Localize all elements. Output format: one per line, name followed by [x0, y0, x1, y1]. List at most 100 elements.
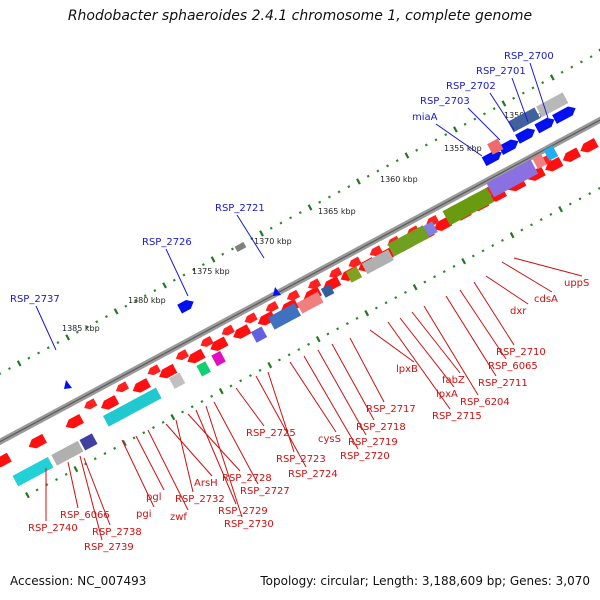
reverse-gene-label[interactable]: RSP_2724 — [288, 469, 338, 480]
gene-feature-cyan[interactable] — [12, 456, 54, 487]
reverse-gene-arrow[interactable] — [265, 301, 279, 312]
reverse-gene-arrow[interactable] — [65, 414, 84, 429]
reverse-gene-label[interactable]: RSP_6066 — [60, 510, 110, 521]
gene-feature-olive[interactable] — [387, 225, 430, 257]
reverse-gene-label[interactable]: RSP_6204 — [460, 397, 510, 408]
reverse-gene-arrow[interactable] — [545, 156, 564, 172]
reverse-gene-label[interactable]: dxr — [510, 306, 527, 317]
forward-gene-label[interactable]: RSP_2737 — [10, 294, 60, 305]
reverse-gene-arrow[interactable] — [580, 138, 599, 153]
reverse-gene-arrow[interactable] — [84, 398, 98, 410]
gene-feature-magenta[interactable] — [211, 350, 226, 367]
reverse-gene-label[interactable]: pgi — [136, 509, 151, 520]
reverse-gene-arrow[interactable] — [147, 364, 161, 376]
forward-gene-arrow[interactable] — [515, 128, 536, 144]
gene-feature-grey[interactable] — [361, 249, 394, 275]
reverse-gene-label[interactable]: cdsA — [534, 294, 558, 305]
reverse-gene-arrow[interactable] — [210, 336, 229, 351]
reverse-gene-label[interactable]: RSP_2740 — [28, 523, 78, 534]
gene-feature-grey[interactable] — [169, 372, 186, 389]
reverse-gene-label[interactable]: RSP_2725 — [246, 428, 296, 439]
forward-gene-arrow[interactable] — [552, 106, 576, 124]
reverse-gene-label[interactable]: RSP_2730 — [224, 519, 274, 530]
gene-feature-steel[interactable] — [267, 303, 302, 330]
gene-feature-grey[interactable] — [234, 241, 247, 253]
forward-gene-arrow[interactable] — [534, 117, 555, 134]
reverse-gene-label[interactable]: RSP_2711 — [478, 378, 528, 389]
gene-feature-blue[interactable] — [250, 326, 268, 343]
gene-feature-cyan[interactable] — [543, 145, 559, 161]
forward-gene-label[interactable]: RSP_2701 — [476, 66, 526, 77]
reverse-gene-label[interactable]: RSP_6065 — [488, 361, 538, 372]
reverse-gene-arrow[interactable] — [562, 147, 582, 162]
scale-tick — [297, 348, 301, 352]
reverse-gene-arrow[interactable] — [0, 452, 12, 468]
gene-feature-purple[interactable] — [486, 159, 539, 198]
reverse-gene-label[interactable]: pgl — [146, 492, 161, 503]
forward-gene-label[interactable]: RSP_2700 — [504, 51, 554, 62]
scale-tick — [75, 330, 79, 334]
forward-gene-arrow[interactable] — [177, 299, 194, 314]
reverse-gene-arrow[interactable] — [175, 349, 189, 361]
reverse-gene-label[interactable]: RSP_2719 — [348, 437, 398, 448]
forward-gene-label[interactable]: RSP_2721 — [215, 203, 265, 214]
gene-feature-steel[interactable] — [320, 284, 335, 298]
reverse-gene-label[interactable]: RSP_2727 — [240, 486, 290, 497]
reverse-gene-label[interactable]: cysS — [318, 434, 341, 445]
reverse-gene-label[interactable]: lpxB — [396, 364, 418, 375]
reverse-gene-arrow[interactable] — [132, 378, 151, 393]
reverse-gene-arrow[interactable] — [308, 278, 322, 290]
forward-gene-label[interactable]: RSP_2726 — [142, 237, 192, 248]
forward-gene-arrow[interactable] — [498, 139, 519, 155]
reverse-gene-arrow[interactable] — [369, 245, 383, 257]
gene-feature-green[interactable] — [196, 361, 211, 377]
reverse-gene-label[interactable]: uppS — [564, 278, 589, 289]
reverse-gene-label[interactable]: RSP_2738 — [92, 527, 142, 538]
reverse-gene-arrow[interactable] — [348, 256, 362, 268]
scale-tick — [560, 70, 564, 74]
gene-feature-pink[interactable] — [532, 153, 547, 170]
forward-gene-arrow[interactable] — [481, 150, 502, 167]
reverse-gene-arrow[interactable] — [159, 363, 178, 379]
forward-gene-label[interactable]: miaA — [412, 112, 438, 123]
reverse-gene-label[interactable]: RSP_2717 — [366, 404, 416, 415]
reverse-gene-arrow[interactable] — [187, 348, 206, 364]
forward-gene-marker[interactable] — [64, 380, 72, 389]
gene-feature-lavender[interactable] — [423, 221, 438, 237]
gene-feature-grey[interactable] — [51, 440, 84, 466]
forward-gene-marker[interactable] — [273, 287, 281, 296]
reverse-gene-label[interactable]: lpxA — [436, 389, 458, 400]
gene-feature-olive[interactable] — [345, 266, 363, 283]
reverse-gene-arrow[interactable] — [28, 433, 47, 449]
reverse-gene-arrow[interactable] — [200, 336, 214, 347]
gene-feature-pink[interactable] — [296, 291, 324, 314]
gene-feature-grey[interactable] — [536, 92, 569, 118]
scale-tick — [579, 60, 583, 64]
gene-feature-olive[interactable] — [442, 187, 495, 226]
reverse-gene-arrow[interactable] — [115, 381, 130, 393]
reverse-gene-label[interactable]: RSP_2728 — [222, 473, 272, 484]
reverse-gene-label[interactable]: fabZ — [442, 375, 465, 386]
reverse-gene-label[interactable]: ArsH — [194, 478, 218, 489]
reverse-gene-arrow[interactable] — [329, 267, 343, 278]
reverse-gene-label[interactable]: RSP_2739 — [84, 542, 134, 553]
gene-feature-pink[interactable] — [487, 138, 504, 155]
gene-feature-steel[interactable] — [507, 107, 541, 133]
forward-gene-label[interactable]: RSP_2703 — [420, 96, 470, 107]
reverse-gene-label[interactable]: RSP_2723 — [276, 454, 326, 465]
reverse-gene-arrow[interactable] — [221, 324, 235, 336]
reverse-gene-arrow[interactable] — [233, 324, 252, 339]
reverse-gene-label[interactable]: RSP_2715 — [432, 411, 482, 422]
gene-feature-cyan[interactable] — [102, 387, 162, 427]
reverse-gene-label[interactable]: RSP_2710 — [496, 347, 546, 358]
reverse-gene-label[interactable]: RSP_2732 — [175, 494, 225, 505]
forward-gene-label[interactable]: RSP_2702 — [446, 81, 496, 92]
reverse-gene-arrow[interactable] — [286, 289, 301, 301]
reverse-gene-label[interactable]: RSP_2718 — [356, 422, 406, 433]
reverse-gene-label[interactable]: zwf — [170, 512, 187, 523]
reverse-gene-label[interactable]: RSP_2720 — [340, 451, 390, 462]
reverse-gene-label[interactable]: RSP_2729 — [218, 506, 268, 517]
reverse-gene-arrow[interactable] — [100, 395, 120, 410]
reverse-gene-arrow[interactable] — [244, 312, 258, 324]
gene-feature-navy[interactable] — [79, 433, 98, 451]
